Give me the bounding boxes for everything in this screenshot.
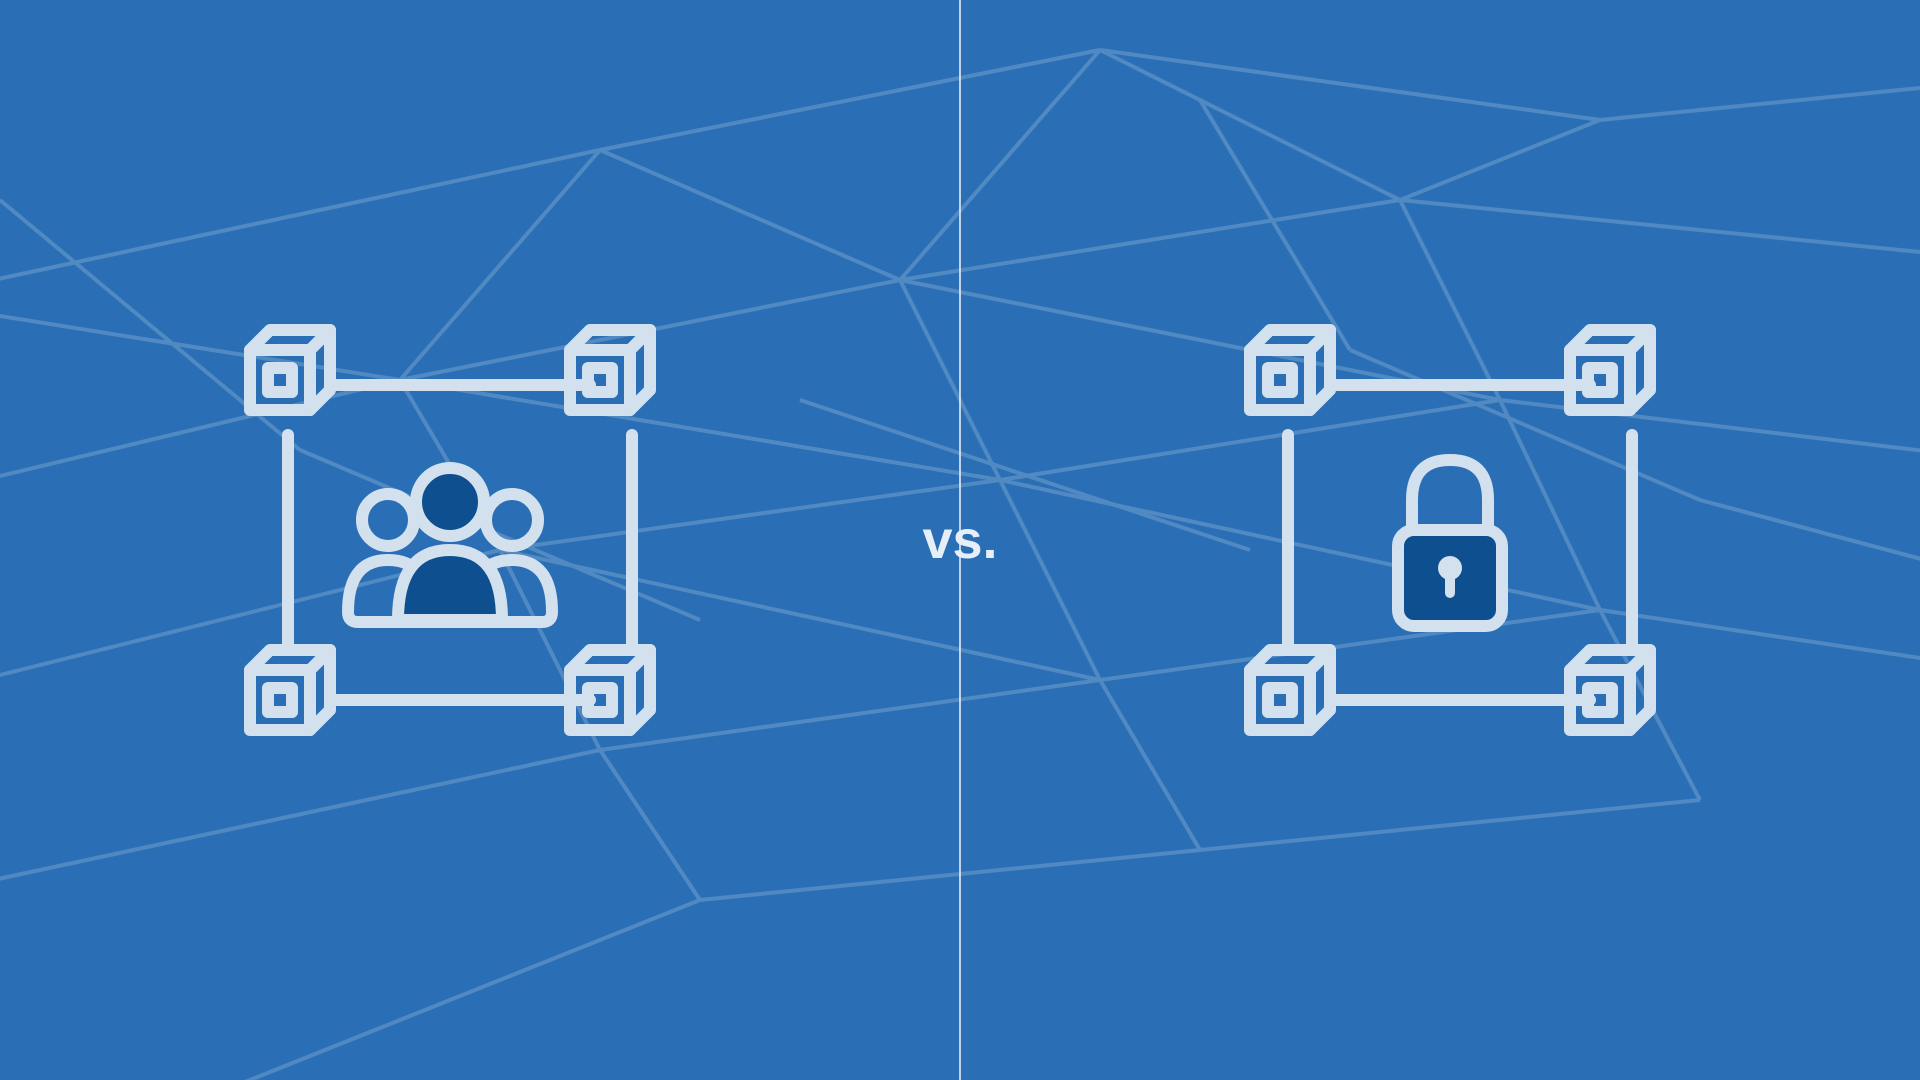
right-panel — [1200, 280, 1720, 800]
people-group-icon — [348, 468, 552, 622]
private-blockchain-icon — [1200, 280, 1720, 800]
content-row: vs. — [0, 0, 1920, 1080]
left-panel — [200, 280, 720, 800]
padlock-icon — [1398, 460, 1502, 626]
public-blockchain-icon — [200, 280, 720, 800]
vs-label: vs. — [922, 509, 997, 571]
diagram-canvas: vs. — [0, 0, 1920, 1080]
